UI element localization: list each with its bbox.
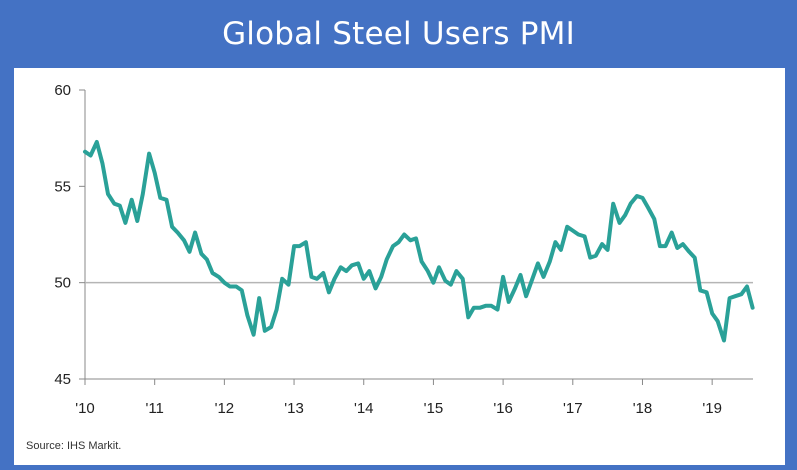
x-tick-label: '11 bbox=[145, 400, 163, 417]
x-tick-label: '17 bbox=[563, 400, 583, 417]
y-tick-label: 50 bbox=[54, 275, 71, 292]
pmi-series-line bbox=[83, 140, 755, 343]
y-tick-label: 55 bbox=[54, 178, 71, 195]
x-tick-label: '19 bbox=[702, 400, 722, 417]
x-tick-label: '13 bbox=[284, 400, 304, 417]
x-tick-label: '14 bbox=[354, 400, 374, 417]
chart-title: Global Steel Users PMI bbox=[222, 16, 575, 52]
title-bar: Global Steel Users PMI bbox=[0, 0, 797, 68]
source-note: Source: IHS Markit. bbox=[26, 440, 122, 452]
x-tick-label: '16 bbox=[493, 400, 513, 417]
x-tick-label: '12 bbox=[215, 400, 235, 417]
x-tick-label: '18 bbox=[633, 400, 653, 417]
pmi-line-chart: 45 50 55 60 '10 '11 '12 '13 '14 '15 '16 '17 '18 '19 bbox=[54, 82, 755, 417]
chart-panel: 45 50 55 60 '10 '11 '12 '13 '14 '15 '16 '17 '18 '19 S… bbox=[14, 68, 785, 465]
y-tick-label: 45 bbox=[54, 371, 71, 388]
x-tick-label: '10 bbox=[75, 400, 95, 417]
x-tick-label: '15 bbox=[424, 400, 444, 417]
y-tick-label: 60 bbox=[54, 82, 71, 99]
